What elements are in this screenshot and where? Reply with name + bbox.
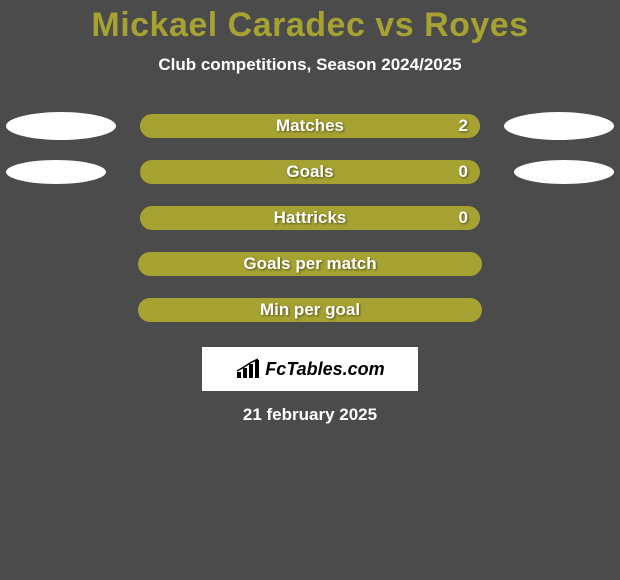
stat-value: 0 [459, 208, 468, 228]
stat-value: 0 [459, 162, 468, 182]
stat-row: Hattricks 0 [0, 195, 620, 241]
left-ellipse [6, 160, 106, 184]
comparison-card: Mickael Caradec vs Royes Club competitio… [0, 0, 620, 580]
stat-row: Goals 0 [0, 149, 620, 195]
stat-label: Hattricks [274, 208, 347, 228]
subtitle: Club competitions, Season 2024/2025 [0, 55, 620, 75]
stat-bar: Hattricks 0 [140, 206, 480, 230]
page-title: Mickael Caradec vs Royes [0, 0, 620, 45]
stat-value: 2 [459, 116, 468, 136]
stat-bar: Goals per match [138, 252, 482, 276]
left-ellipse [6, 112, 116, 140]
stat-row: Goals per match [0, 241, 620, 287]
stat-row: Matches 2 [0, 103, 620, 149]
logo-text: FcTables.com [265, 359, 384, 380]
fctables-logo: FcTables.com [202, 347, 418, 391]
stat-row: Min per goal [0, 287, 620, 333]
right-ellipse [504, 112, 614, 140]
stat-label: Min per goal [260, 300, 360, 320]
date-label: 21 february 2025 [0, 405, 620, 425]
stat-bar: Min per goal [138, 298, 482, 322]
stat-label: Goals per match [243, 254, 376, 274]
stat-rows: Matches 2 Goals 0 Hattricks 0 Goals per match M… [0, 103, 620, 333]
stat-label: Matches [276, 116, 344, 136]
stat-label: Goals [286, 162, 333, 182]
right-ellipse [514, 160, 614, 184]
stat-bar: Matches 2 [140, 114, 480, 138]
stat-bar: Goals 0 [140, 160, 480, 184]
bars-icon [235, 358, 261, 380]
